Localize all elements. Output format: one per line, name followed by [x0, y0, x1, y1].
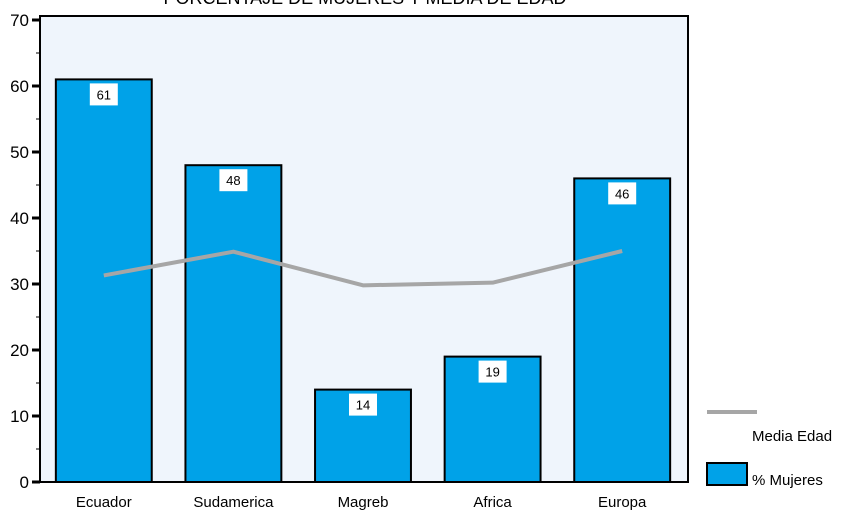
- x-tick-label: Ecuador: [76, 494, 132, 511]
- x-tick-label: Magreb: [338, 494, 389, 511]
- data-label-box: [349, 393, 377, 416]
- legend-bar-swatch: [706, 462, 748, 486]
- data-label: 19: [485, 365, 499, 380]
- y-tick-label: 20: [10, 341, 29, 360]
- x-axis-labels: Ecuador Sudamerica Magreb Africa Europa: [76, 494, 647, 511]
- y-axis: 0 10 20 30 40 50 60 70: [10, 11, 40, 492]
- bar: [573, 177, 672, 483]
- bar: [314, 388, 412, 484]
- series-line: [103, 249, 623, 288]
- data-label-box: [219, 169, 248, 192]
- bar: [184, 164, 283, 483]
- data-label: 46: [615, 186, 629, 201]
- y-tick-label: 10: [10, 407, 29, 426]
- y-tick-label: 30: [10, 275, 29, 294]
- data-label: 61: [97, 87, 111, 102]
- data-label: 48: [226, 173, 240, 188]
- y-tick-label: 50: [10, 143, 29, 162]
- bar: [54, 78, 153, 484]
- legend-label-mujeres: % Mujeres: [752, 472, 823, 489]
- x-tick-label: Europa: [598, 494, 647, 511]
- chart-title: PORCENTAJE DE MUJERES Y MEDIA DE EDAD: [163, 0, 566, 8]
- data-label-box: [478, 360, 507, 383]
- media-edad-line: [103, 249, 623, 288]
- y-tick-label: 40: [10, 209, 29, 228]
- x-tick-label: Africa: [473, 494, 512, 511]
- legend: Media Edad % Mujeres: [706, 410, 832, 489]
- data-label-box: [89, 83, 118, 106]
- bars: 61 48 14 19 46: [54, 78, 672, 484]
- data-label-box: [608, 182, 637, 205]
- data-label: 14: [356, 398, 370, 413]
- y-tick-label: 60: [10, 77, 29, 96]
- y-tick-label: 70: [10, 11, 29, 30]
- x-tick-label: Sudamerica: [193, 494, 274, 511]
- y-tick-label: 0: [20, 473, 29, 492]
- legend-label-media-edad: Media Edad: [752, 428, 832, 445]
